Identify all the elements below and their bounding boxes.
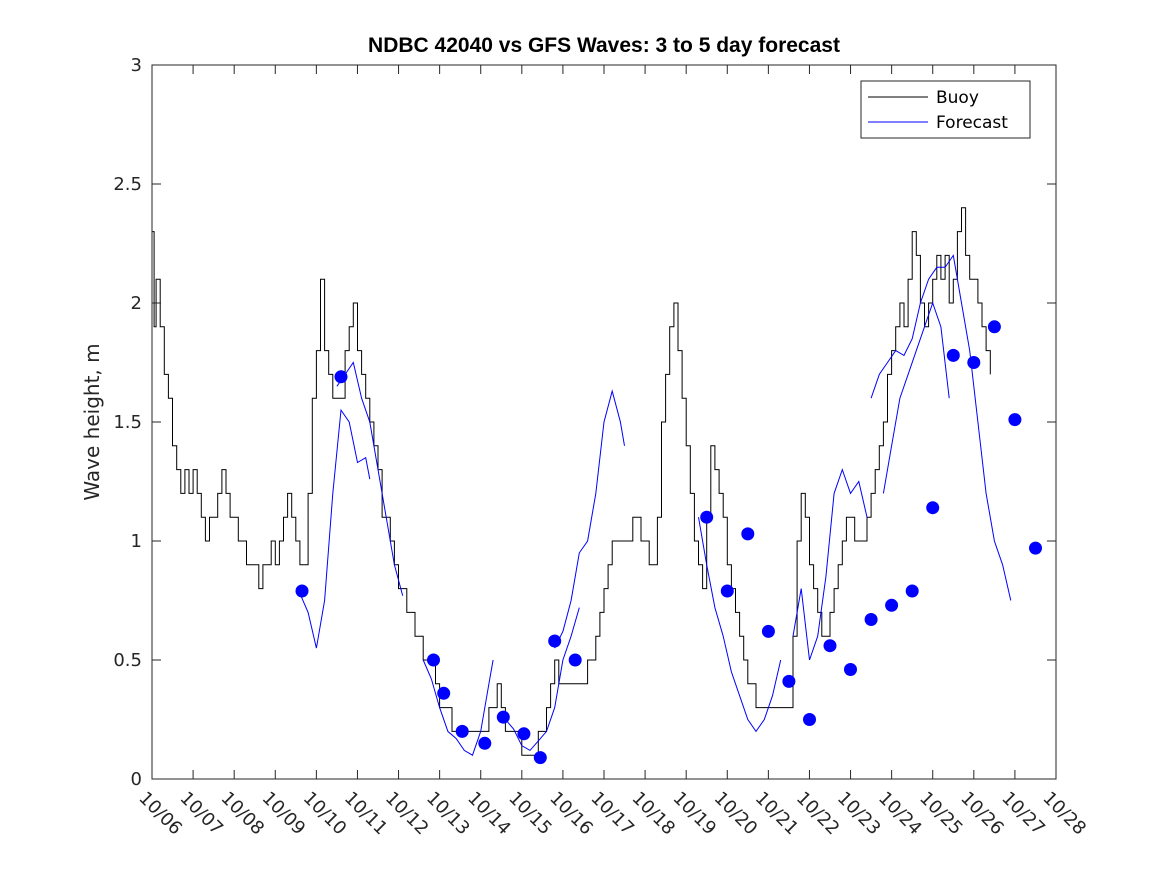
forecast-marker-6 bbox=[496, 710, 510, 724]
forecast-marker-10 bbox=[568, 653, 582, 667]
forecast-line-0 bbox=[299, 408, 371, 649]
forecast-marker-24 bbox=[967, 356, 981, 369]
forecast-marker-26 bbox=[1008, 413, 1022, 427]
forecast-marker-7 bbox=[517, 727, 531, 741]
forecast-marker-22 bbox=[926, 501, 940, 515]
forecast-line-7 bbox=[870, 254, 1012, 601]
legend-buoy-label: Buoy bbox=[936, 88, 979, 108]
forecast-line-6 bbox=[792, 468, 868, 661]
forecast-marker-12 bbox=[720, 584, 734, 598]
y-tick-label: 0.5 bbox=[113, 650, 142, 671]
forecast-line-8 bbox=[882, 301, 950, 494]
forecast-marker-15 bbox=[782, 674, 796, 688]
forecast-marker-19 bbox=[864, 613, 878, 626]
forecast-marker-14 bbox=[761, 624, 775, 638]
legend: Buoy Forecast bbox=[860, 80, 1031, 139]
forecast-marker-27 bbox=[1029, 541, 1042, 555]
forecast-marker-2 bbox=[427, 653, 440, 667]
forecast-marker-13 bbox=[741, 527, 755, 541]
forecast-marker-8 bbox=[533, 751, 547, 765]
chart-title: NDBC 42040 vs GFS Waves: 3 to 5 day fore… bbox=[368, 34, 840, 57]
forecast-marker-5 bbox=[478, 736, 492, 750]
forecast-marker-16 bbox=[803, 713, 816, 726]
legend-box bbox=[860, 80, 1031, 139]
forecast-marker-21 bbox=[905, 584, 919, 598]
forecast-line-2 bbox=[422, 659, 494, 756]
forecast-marker-1 bbox=[334, 370, 348, 384]
forecast-line-4 bbox=[554, 389, 625, 649]
forecast-marker-17 bbox=[823, 639, 837, 653]
y-tick-label: 2 bbox=[131, 293, 142, 314]
y-tick-label: 2.5 bbox=[113, 174, 142, 195]
forecast-marker-9 bbox=[548, 634, 562, 648]
y-tick-label: 0 bbox=[131, 769, 142, 790]
forecast-marker-0 bbox=[295, 584, 309, 598]
buoy-line bbox=[152, 207, 991, 756]
forecast-marker-4 bbox=[455, 724, 469, 738]
forecast-line-1 bbox=[336, 361, 404, 596]
forecast-marker-3 bbox=[437, 686, 451, 700]
forecast-marker-25 bbox=[987, 320, 1001, 334]
legend-forecast-label: Forecast bbox=[936, 113, 1008, 133]
y-tick-label: 3 bbox=[131, 55, 142, 76]
y-axis-label: Wave height, m bbox=[80, 343, 104, 500]
forecast-marker-11 bbox=[700, 510, 714, 524]
forecast-marker-20 bbox=[885, 598, 899, 612]
y-tick-label: 1 bbox=[131, 531, 142, 552]
forecast-marker-23 bbox=[946, 348, 960, 362]
series-layer bbox=[152, 207, 1042, 765]
y-tick-label: 1.5 bbox=[113, 412, 142, 433]
forecast-marker-18 bbox=[844, 663, 857, 676]
forecast-line-3 bbox=[505, 607, 580, 752]
forecast-line-5 bbox=[698, 517, 782, 733]
